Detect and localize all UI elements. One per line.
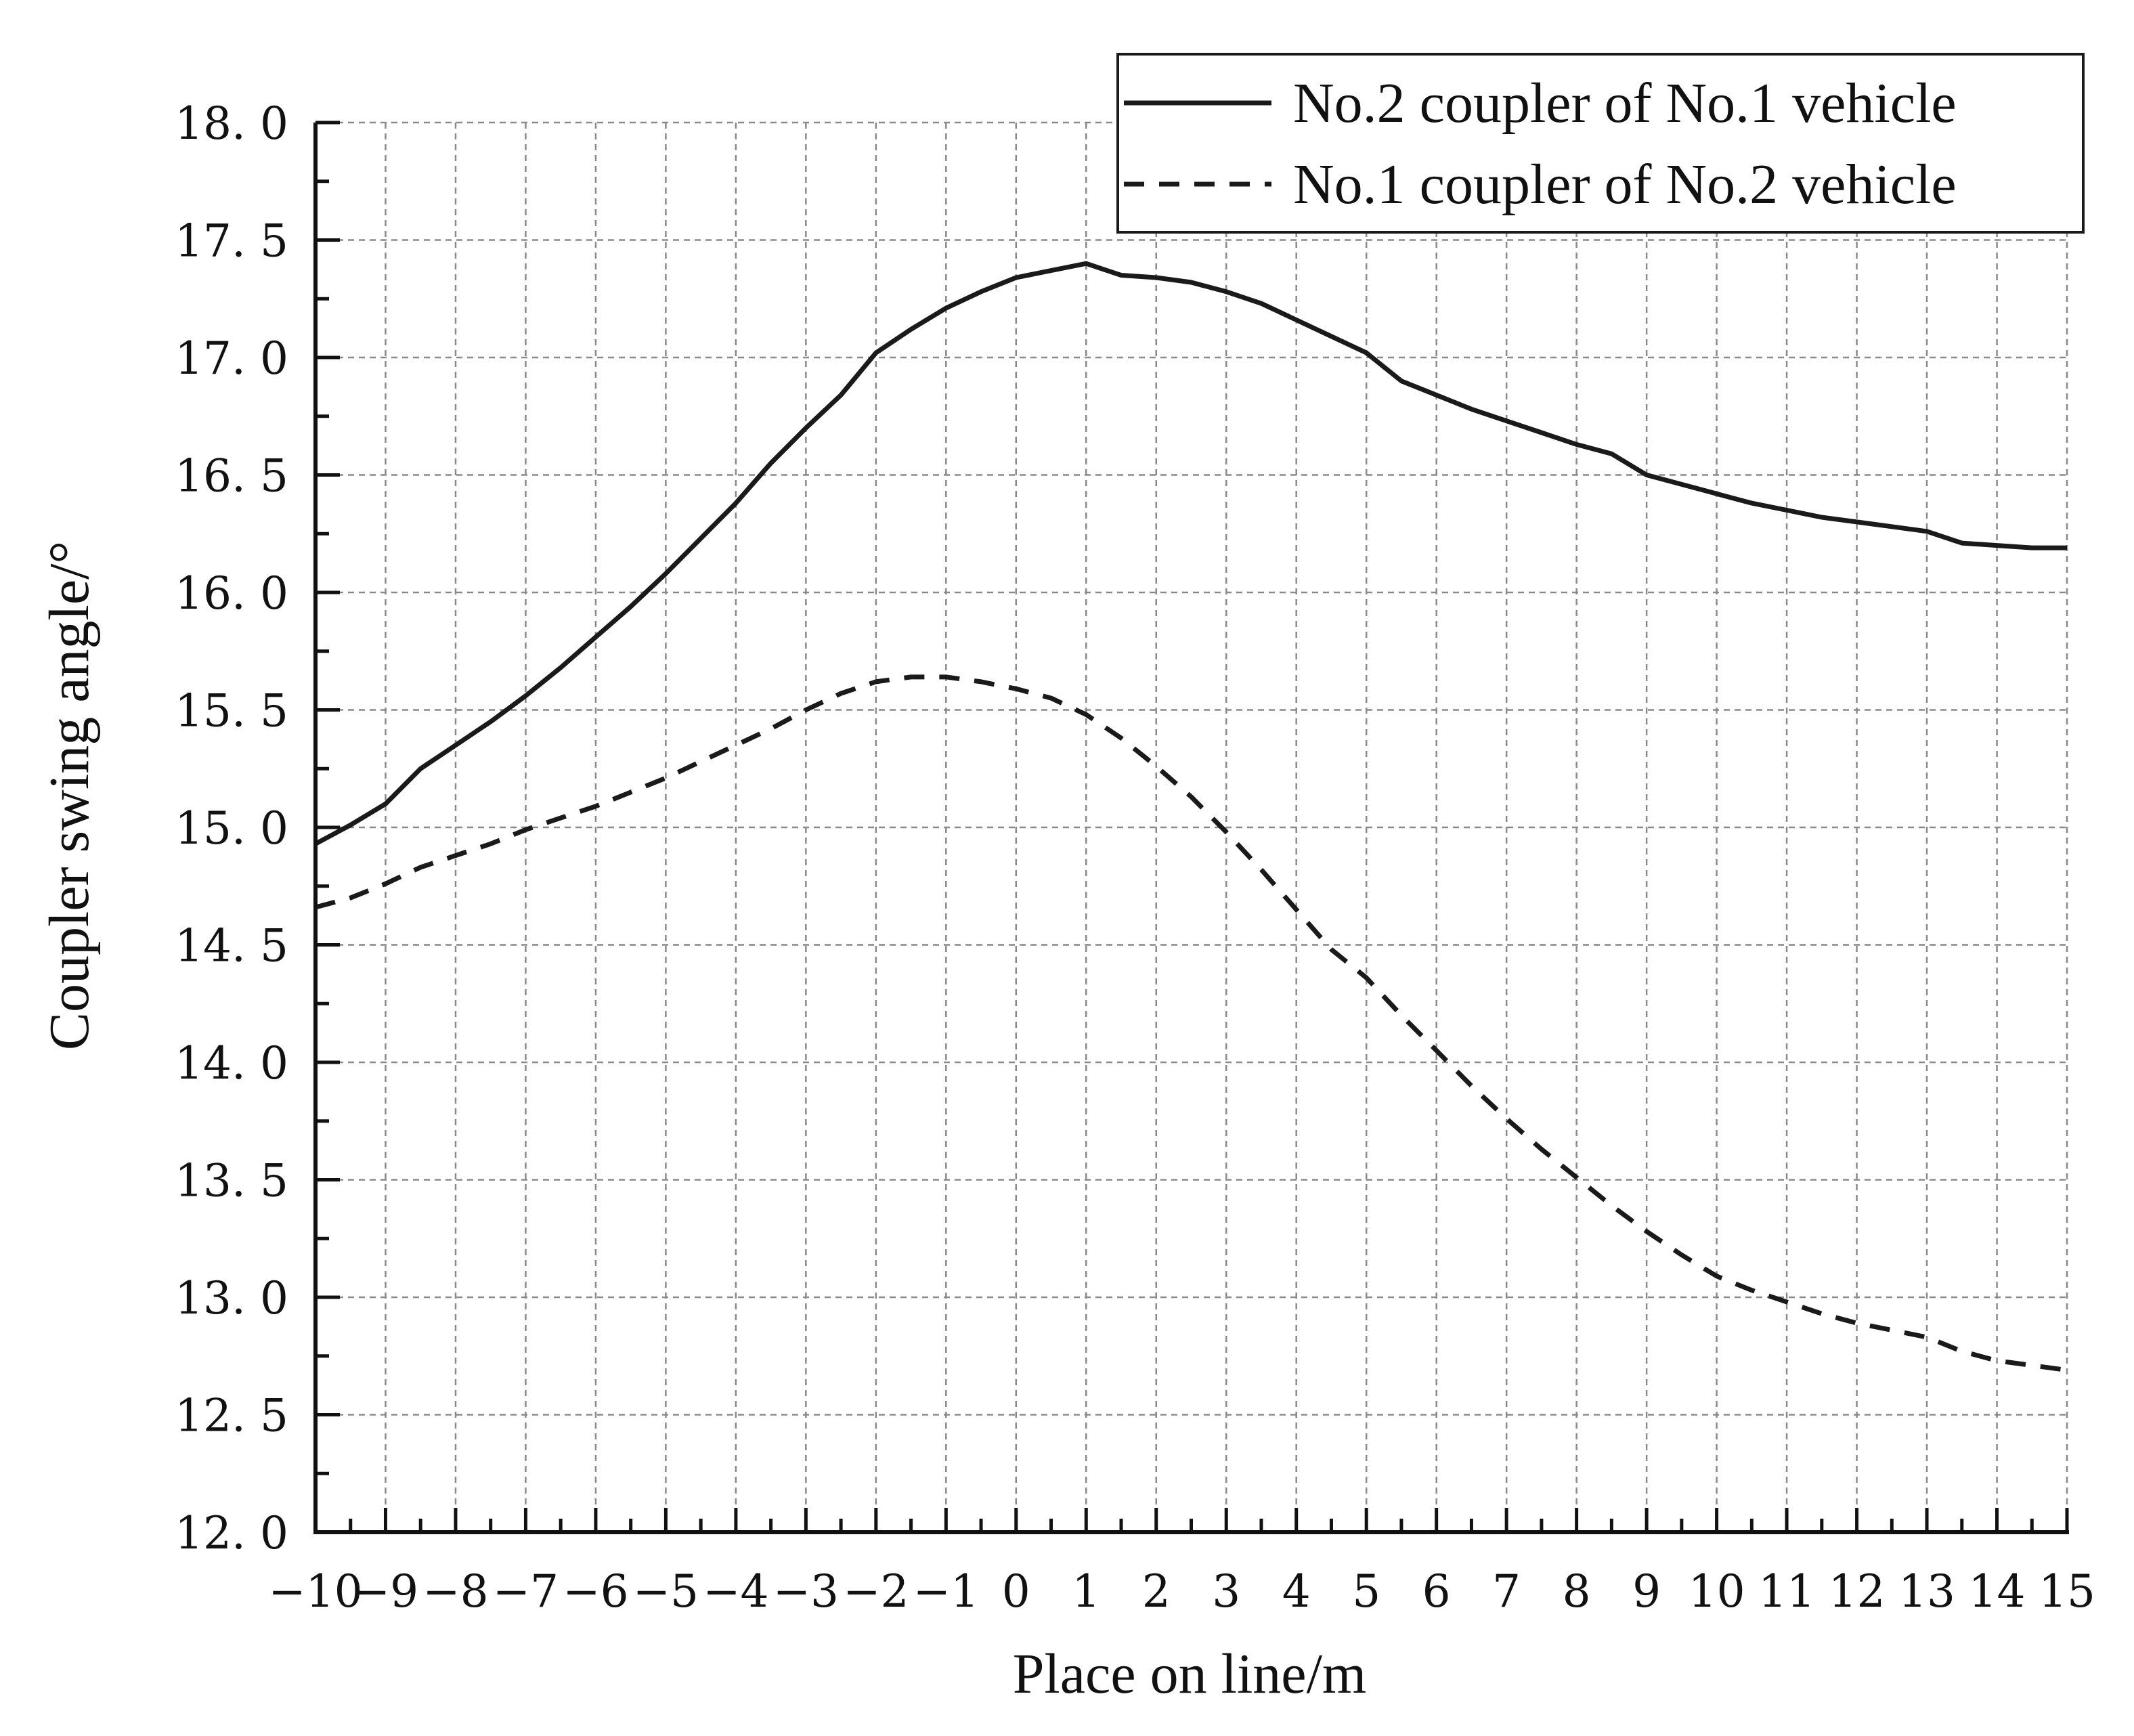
x-tick-label: 1 — [1072, 1565, 1100, 1618]
y-tick-label: 15. 5 — [175, 685, 288, 737]
y-tick-label: 17. 0 — [175, 332, 288, 385]
x-tick-label: 15 — [2039, 1565, 2095, 1618]
y-tick-labels: 12. 0 12. 5 13. 0 13. 5 14. 0 14. 5 15. 0 15. 5… — [175, 97, 288, 1559]
series-line-2 — [315, 674, 2068, 1373]
y-tick-label: 16. 0 — [175, 567, 288, 620]
y-tick-label: 16. 5 — [175, 450, 288, 502]
data-series — [314, 261, 2068, 1373]
grid-lines — [315, 121, 2068, 1532]
y-tick-label: 14. 0 — [175, 1037, 288, 1089]
series-line-1 — [314, 261, 2067, 846]
x-tick-label: −1 — [913, 1565, 979, 1618]
x-tick-label: 0 — [1002, 1565, 1030, 1618]
x-tick-label: 12 — [1829, 1565, 1886, 1618]
x-tick-label: 5 — [1352, 1565, 1380, 1618]
x-tick-label: 4 — [1282, 1565, 1311, 1618]
y-axis-title: Coupler swing angle/° — [38, 541, 101, 1050]
x-tick-label: 9 — [1632, 1565, 1661, 1618]
x-tick-label: −6 — [563, 1565, 628, 1618]
x-tick-label: −8 — [422, 1565, 488, 1618]
x-tick-label: 11 — [1758, 1565, 1815, 1618]
x-tick-label: −4 — [703, 1565, 768, 1618]
x-tick-label: −5 — [633, 1565, 699, 1618]
y-tick-label: 13. 0 — [175, 1272, 288, 1324]
legend: No.2 coupler of No.1 vehicle No.1 couple… — [1116, 53, 2085, 234]
x-axis-title: Place on line/m — [1013, 1643, 1367, 1706]
legend-label-series-2: No.1 coupler of No.2 vehicle — [1293, 153, 1957, 216]
y-tick-label: 12. 5 — [175, 1390, 288, 1442]
legend-label-series-1: No.2 coupler of No.1 vehicle — [1293, 72, 1957, 135]
x-tick-label: 2 — [1142, 1565, 1171, 1618]
y-tick-label: 12. 0 — [175, 1507, 288, 1559]
x-tick-label: −7 — [493, 1565, 559, 1618]
x-tick-label: 6 — [1422, 1565, 1451, 1618]
x-tick-label: −10 — [268, 1565, 362, 1618]
x-tick-label: 14 — [1969, 1565, 2026, 1618]
y-tick-label: 13. 5 — [175, 1155, 288, 1207]
x-tick-label: 3 — [1212, 1565, 1240, 1618]
legend-box — [1116, 53, 2085, 234]
x-tick-label: 7 — [1492, 1565, 1521, 1618]
x-tick-label: 13 — [1898, 1565, 1955, 1618]
x-tick-label: 8 — [1563, 1565, 1591, 1618]
y-tick-label: 15. 0 — [175, 802, 288, 854]
axes — [313, 121, 2069, 1534]
x-tick-label: 10 — [1689, 1565, 1745, 1618]
x-tick-labels: −10−9 −8 −7 −6 −5 −4 −3 −2 −1 0 1 2 3 4 5 6 7 8 9 10 11 12 13 1… — [268, 1565, 2095, 1618]
x-tick-label: −3 — [773, 1565, 839, 1618]
x-tick-label: −2 — [843, 1565, 909, 1618]
y-tick-label: 18. 0 — [175, 97, 288, 150]
y-tick-label: 14. 5 — [175, 920, 288, 972]
y-tick-label: 17. 5 — [175, 215, 288, 267]
x-tick-label: −9 — [353, 1565, 418, 1618]
